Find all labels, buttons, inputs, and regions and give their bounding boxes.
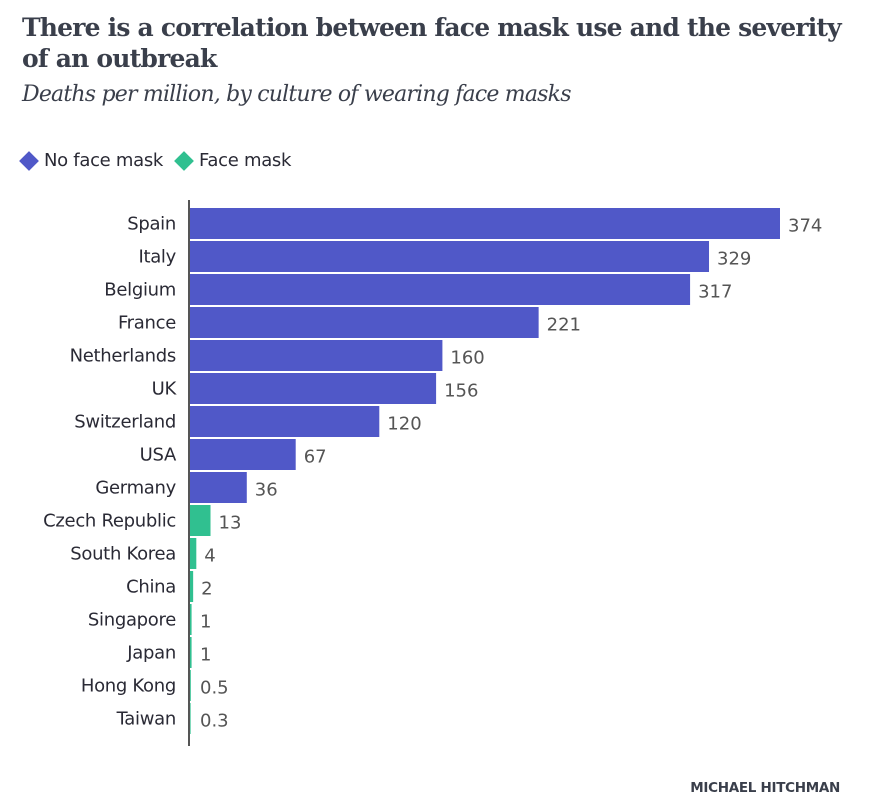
category-label: Hong Kong bbox=[81, 676, 176, 697]
value-label: 2 bbox=[201, 579, 212, 600]
bar-uk bbox=[190, 373, 437, 404]
bar-belgium bbox=[190, 274, 691, 305]
category-label: UK bbox=[152, 379, 178, 400]
category-label: Japan bbox=[126, 643, 176, 664]
legend: No face mask Face mask bbox=[19, 150, 303, 171]
category-label: China bbox=[126, 577, 176, 598]
bar-germany bbox=[190, 472, 247, 503]
chart-title: There is a correlation between face mask… bbox=[22, 13, 842, 73]
value-label: 221 bbox=[547, 315, 581, 336]
value-label: 4 bbox=[204, 546, 215, 567]
value-label: 0.3 bbox=[200, 711, 229, 732]
legend-item-face-mask: Face mask bbox=[174, 150, 292, 171]
category-label: USA bbox=[140, 445, 177, 466]
bar-france bbox=[190, 307, 539, 338]
value-label: 374 bbox=[788, 216, 822, 237]
value-label: 329 bbox=[717, 249, 751, 270]
category-label: Italy bbox=[138, 247, 176, 268]
bar-spain bbox=[190, 208, 780, 239]
bar-netherlands bbox=[190, 340, 443, 371]
bar-taiwan bbox=[190, 703, 191, 734]
bar-usa bbox=[190, 439, 296, 470]
category-label: France bbox=[118, 313, 176, 334]
bar-hong-kong bbox=[190, 670, 191, 701]
category-label: South Korea bbox=[70, 544, 176, 565]
category-label: Czech Republic bbox=[43, 511, 176, 532]
bar-italy bbox=[190, 241, 710, 272]
bar-czech-republic bbox=[190, 505, 211, 536]
bar-china bbox=[190, 571, 194, 602]
value-label: 0.5 bbox=[200, 678, 229, 699]
legend-label: Face mask bbox=[199, 150, 292, 171]
category-label: Taiwan bbox=[116, 709, 176, 730]
value-label: 67 bbox=[304, 447, 327, 468]
chart-subtitle: Deaths per million, by culture of wearin… bbox=[22, 82, 571, 107]
legend-label: No face mask bbox=[44, 150, 164, 171]
category-label: Germany bbox=[95, 478, 176, 499]
value-label: 120 bbox=[387, 414, 421, 435]
value-label: 1 bbox=[200, 612, 211, 633]
legend-item-no-face-mask: No face mask bbox=[19, 150, 164, 171]
bar-japan bbox=[190, 637, 192, 668]
category-label: Singapore bbox=[88, 610, 176, 631]
category-label: Spain bbox=[127, 214, 176, 235]
value-label: 317 bbox=[698, 282, 732, 303]
category-label: Belgium bbox=[104, 280, 176, 301]
bar-singapore bbox=[190, 604, 192, 635]
author-credit: MICHAEL HITCHMAN bbox=[690, 780, 840, 796]
bar-switzerland bbox=[190, 406, 380, 437]
value-label: 156 bbox=[444, 381, 478, 402]
category-label: Netherlands bbox=[70, 346, 176, 367]
value-label: 36 bbox=[255, 480, 278, 501]
bar-south-korea bbox=[190, 538, 197, 569]
value-label: 13 bbox=[219, 513, 242, 534]
category-label: Switzerland bbox=[74, 412, 176, 433]
value-label: 160 bbox=[450, 348, 484, 369]
value-label: 1 bbox=[200, 645, 211, 666]
